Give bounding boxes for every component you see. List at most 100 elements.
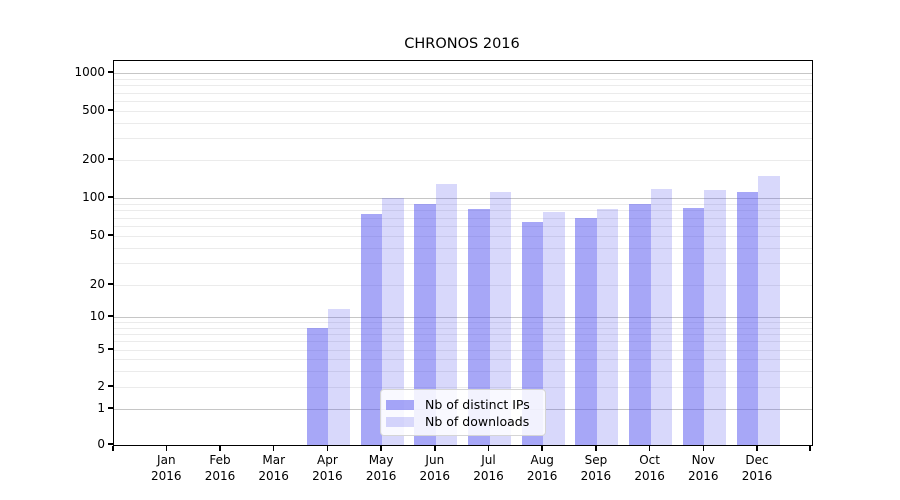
x-tick-month: May [368, 453, 394, 467]
x-tick-year: 2016 [419, 469, 451, 483]
bar-distinct-ips [682, 207, 705, 445]
gridline-minor [114, 370, 812, 372]
x-tick-month: Sep [584, 453, 608, 467]
bar-downloads [704, 189, 726, 445]
bar-distinct-ips [575, 217, 597, 445]
x-tick-month: Dec [745, 453, 769, 467]
x-tick-mark [219, 445, 221, 451]
y-tick-label: 2 [97, 379, 105, 393]
gridline-minor [114, 203, 812, 205]
gridline-minor [114, 85, 812, 87]
legend-entry-downloads: Nb of downloads [386, 413, 536, 430]
gridline-minor [114, 263, 812, 265]
y-tick-mark [108, 407, 113, 409]
y-tick-label: 1000 [74, 65, 105, 79]
legend-entry-distinct-ips: Nb of distinct IPs [386, 396, 536, 413]
y-tick-label: 500 [82, 103, 105, 117]
x-tick-label: Dec 2016 [725, 452, 789, 484]
x-tick-mark [809, 445, 811, 451]
x-tick-label: Apr 2016 [295, 452, 359, 484]
x-tick-year: 2016 [312, 469, 343, 483]
bar-downloads [328, 308, 350, 445]
gridline-minor [114, 387, 812, 388]
gridline-minor [114, 333, 812, 335]
x-tick-year: 2016 [580, 469, 612, 483]
x-tick-year: 2016 [688, 469, 719, 483]
y-tick-label: 10 [89, 309, 105, 323]
x-tick-mark [756, 445, 758, 451]
x-tick-mark [702, 445, 705, 451]
gridline-minor [114, 122, 812, 124]
x-tick-year: 2016 [526, 469, 558, 483]
plot-area: Nb of distinct IPs Nb of downloads [113, 60, 813, 446]
x-tick-month: Aug [530, 453, 554, 467]
y-tick-mark [108, 196, 113, 198]
x-tick-month: Mar [262, 453, 285, 467]
gridline-minor [114, 341, 812, 343]
bar-downloads [650, 188, 673, 445]
y-tick-label: 20 [89, 277, 105, 291]
gridline-minor [114, 111, 812, 112]
x-tick-year: 2016 [258, 469, 289, 483]
x-tick-month: Jan [157, 453, 176, 467]
chart-title: CHRONOS 2016 [404, 36, 520, 52]
x-tick-year: 2016 [365, 469, 397, 483]
x-tick-label: Jun 2016 [403, 452, 467, 484]
bar-distinct-ips [629, 203, 651, 445]
x-tick-mark [487, 445, 490, 451]
bar-downloads [382, 198, 404, 445]
y-tick-label: 100 [82, 190, 105, 204]
bar-distinct-ips [468, 208, 490, 445]
gridline-minor [114, 359, 812, 360]
gridline-minor [114, 226, 812, 227]
y-tick-mark [108, 109, 113, 111]
x-tick-mark [326, 445, 329, 451]
x-tick-mark [272, 445, 275, 451]
x-tick-year: 2016 [634, 469, 665, 483]
x-tick-month: Oct [639, 453, 660, 467]
bar-downloads [489, 191, 511, 445]
x-tick-month: Nov [691, 453, 715, 467]
gridline-minor [114, 92, 812, 94]
legend-swatch-distinct-ips [386, 399, 414, 410]
x-tick-mark [541, 445, 543, 451]
gridline-minor [114, 160, 812, 161]
y-tick-label: 0 [97, 437, 105, 451]
bar-distinct-ips [360, 213, 383, 445]
gridline-major [114, 316, 812, 318]
bar-distinct-ips [736, 191, 758, 445]
y-tick-mark [108, 348, 113, 350]
x-tick-year: 2016 [151, 469, 182, 483]
y-tick-label: 50 [89, 228, 105, 242]
y-tick-label: 5 [97, 342, 105, 356]
legend-label-distinct-ips: Nb of distinct IPs [425, 397, 530, 412]
gridline-minor [114, 247, 812, 249]
gridline-minor [114, 322, 812, 324]
bar-downloads [758, 175, 780, 445]
x-tick-mark [434, 445, 436, 451]
x-tick-label: Sep 2016 [564, 452, 628, 484]
gridline-minor [114, 285, 812, 286]
x-tick-label: Oct 2016 [618, 452, 682, 484]
x-tick-year: 2016 [204, 469, 236, 483]
x-tick-label: May 2016 [349, 452, 413, 484]
bar-distinct-ips [306, 327, 329, 445]
x-tick-label: Aug 2016 [510, 452, 574, 484]
x-tick-mark [112, 445, 114, 451]
x-tick-month: Jun [425, 453, 445, 467]
gridline-minor [114, 236, 812, 237]
legend-swatch-downloads [386, 416, 414, 427]
y-tick-label: 200 [82, 152, 105, 166]
legend-label-downloads: Nb of downloads [425, 414, 530, 429]
gridline-minor [114, 217, 812, 219]
gridline-major [114, 72, 812, 74]
x-tick-label: Nov 2016 [671, 452, 735, 484]
x-tick-mark [648, 445, 651, 451]
legend: Nb of distinct IPs Nb of downloads [380, 389, 546, 436]
x-tick-mark [165, 445, 168, 451]
gridline-major [114, 197, 812, 199]
x-tick-year: 2016 [741, 469, 773, 483]
x-tick-label: Jul 2016 [457, 452, 521, 484]
bar-downloads [596, 208, 619, 445]
